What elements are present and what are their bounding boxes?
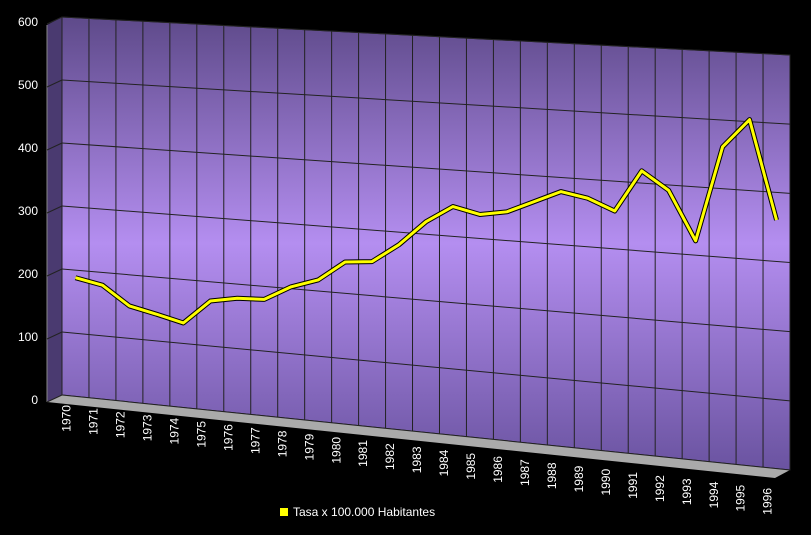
grid-line — [61, 142, 791, 194]
x-tick-label: 1980 — [329, 437, 343, 464]
x-tick-label: 1993 — [680, 478, 694, 505]
x-tick-label: 1989 — [572, 465, 586, 492]
side-grid-line — [46, 205, 63, 214]
side-grid-line — [46, 331, 63, 340]
x-tick-label: 1974 — [168, 417, 182, 444]
grid-line — [61, 16, 791, 56]
back-wall — [61, 16, 791, 471]
x-tick-label: 1975 — [194, 421, 208, 448]
legend-label: Tasa x 100.000 Habitantes — [293, 505, 435, 519]
x-tick-label: 1985 — [464, 453, 478, 480]
x-tick-label: 1972 — [114, 411, 128, 438]
x-tick-label: 1990 — [599, 469, 613, 496]
legend-swatch — [280, 508, 288, 516]
line — [75, 118, 778, 325]
y-tick-label: 200 — [18, 267, 38, 281]
grid-line — [61, 331, 791, 402]
grid-line — [61, 79, 791, 125]
x-tick-label: 1979 — [302, 433, 316, 460]
floor — [47, 395, 790, 478]
y-tick-label: 0 — [31, 393, 38, 407]
y-tick-label: 500 — [18, 78, 38, 92]
x-tick-label: 1978 — [275, 430, 289, 457]
x-tick-label: 1970 — [60, 405, 74, 432]
x-tick-label: 1982 — [383, 443, 397, 470]
x-tick-label: 1984 — [437, 449, 451, 476]
x-tick-label: 1971 — [87, 408, 101, 435]
side-grid-line — [46, 16, 63, 25]
side-grid-line — [46, 268, 63, 277]
y-tick-label: 300 — [18, 204, 38, 218]
y-tick-label: 600 — [18, 15, 38, 29]
x-tick-label: 1981 — [356, 440, 370, 467]
grid-line — [61, 268, 791, 333]
x-tick-label: 1994 — [707, 481, 721, 508]
grid-line — [61, 394, 791, 471]
x-tick-label: 1992 — [653, 475, 667, 502]
grid-line — [61, 205, 791, 263]
side-grid-line — [46, 79, 63, 88]
y-tick-label: 100 — [18, 330, 38, 344]
x-tick-label: 1991 — [626, 472, 640, 499]
x-tick-label: 1988 — [545, 462, 559, 489]
x-tick-label: 1995 — [734, 484, 748, 511]
x-tick-label: 1977 — [248, 427, 262, 454]
legend: Tasa x 100.000 Habitantes — [280, 505, 435, 519]
x-tick-label: 1996 — [761, 488, 775, 515]
y-tick-label: 400 — [18, 141, 38, 155]
x-tick-label: 1976 — [221, 424, 235, 451]
x-tick-label: 1973 — [141, 414, 155, 441]
x-tick-label: 1983 — [410, 446, 424, 473]
x-tick-label: 1986 — [491, 456, 505, 483]
side-grid-line — [46, 142, 63, 151]
x-tick-label: 1987 — [518, 459, 532, 486]
side-grid-line — [46, 394, 63, 403]
